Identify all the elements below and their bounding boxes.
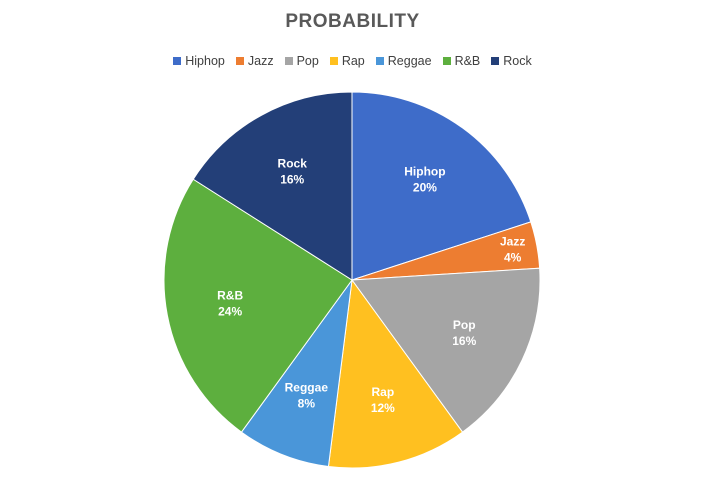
pie-slice — [192, 91, 353, 281]
pie-slice — [351, 91, 532, 281]
legend-label: Rock — [503, 54, 532, 68]
legend-item: Hiphop — [173, 54, 225, 68]
slice-label-name: Jazz — [500, 234, 525, 248]
legend-item: Rock — [491, 54, 532, 68]
chart-title: PROBABILITY — [285, 11, 420, 32]
legend-item: Jazz — [235, 54, 274, 68]
legend-item: Reggae — [375, 54, 432, 68]
legend-label: Hiphop — [185, 54, 225, 68]
slice-label-name: Hiphop — [404, 165, 445, 179]
slice-label: Reggae 8% — [285, 380, 329, 410]
slice-label: Hiphop 20% — [404, 165, 445, 195]
legend-swatch — [284, 57, 293, 65]
slice-label: R&B 24% — [217, 288, 243, 318]
slice-label-name: R&B — [217, 288, 243, 302]
legend-swatch — [235, 57, 244, 65]
legend-item: R&B — [442, 54, 481, 68]
slice-label-percent: 24% — [218, 304, 242, 318]
slice-label: Rock 16% — [278, 156, 308, 186]
slice-label: Rap 12% — [371, 385, 395, 415]
slice-label-name: Reggae — [285, 380, 329, 394]
legend-item: Rap — [329, 54, 365, 68]
legend-swatch — [375, 57, 384, 65]
pie-slice — [240, 279, 353, 468]
legend-label: R&B — [454, 54, 481, 68]
slice-label-percent: 12% — [371, 401, 395, 415]
legend-swatch — [491, 57, 500, 65]
legend-item: Pop — [284, 54, 319, 68]
legend-swatch — [173, 57, 182, 65]
slice-label-percent: 16% — [280, 172, 304, 186]
legend-swatch — [329, 57, 338, 65]
legend-label: Rap — [341, 54, 365, 68]
slice-label-name: Pop — [453, 318, 476, 332]
pie-slice — [327, 278, 464, 469]
pie-slice — [163, 178, 353, 433]
slice-label-name: Rock — [278, 156, 308, 170]
legend-label: Reggae — [387, 54, 432, 68]
legend-label: Jazz — [247, 54, 274, 68]
slice-label-percent: 16% — [452, 334, 476, 348]
slice-label-percent: 20% — [413, 181, 437, 195]
slice-label: Jazz 4% — [500, 234, 525, 264]
legend-label: Pop — [296, 54, 319, 68]
legend-swatch — [442, 57, 451, 65]
pie-slice — [351, 267, 541, 433]
slice-label-name: Rap — [372, 385, 395, 399]
slice-label-percent: 4% — [504, 250, 522, 264]
slice-label-percent: 8% — [298, 396, 316, 410]
slice-label: Pop 16% — [452, 318, 476, 348]
legend: Hiphop Jazz Pop Rap Reggae R&B Rock — [0, 54, 705, 68]
